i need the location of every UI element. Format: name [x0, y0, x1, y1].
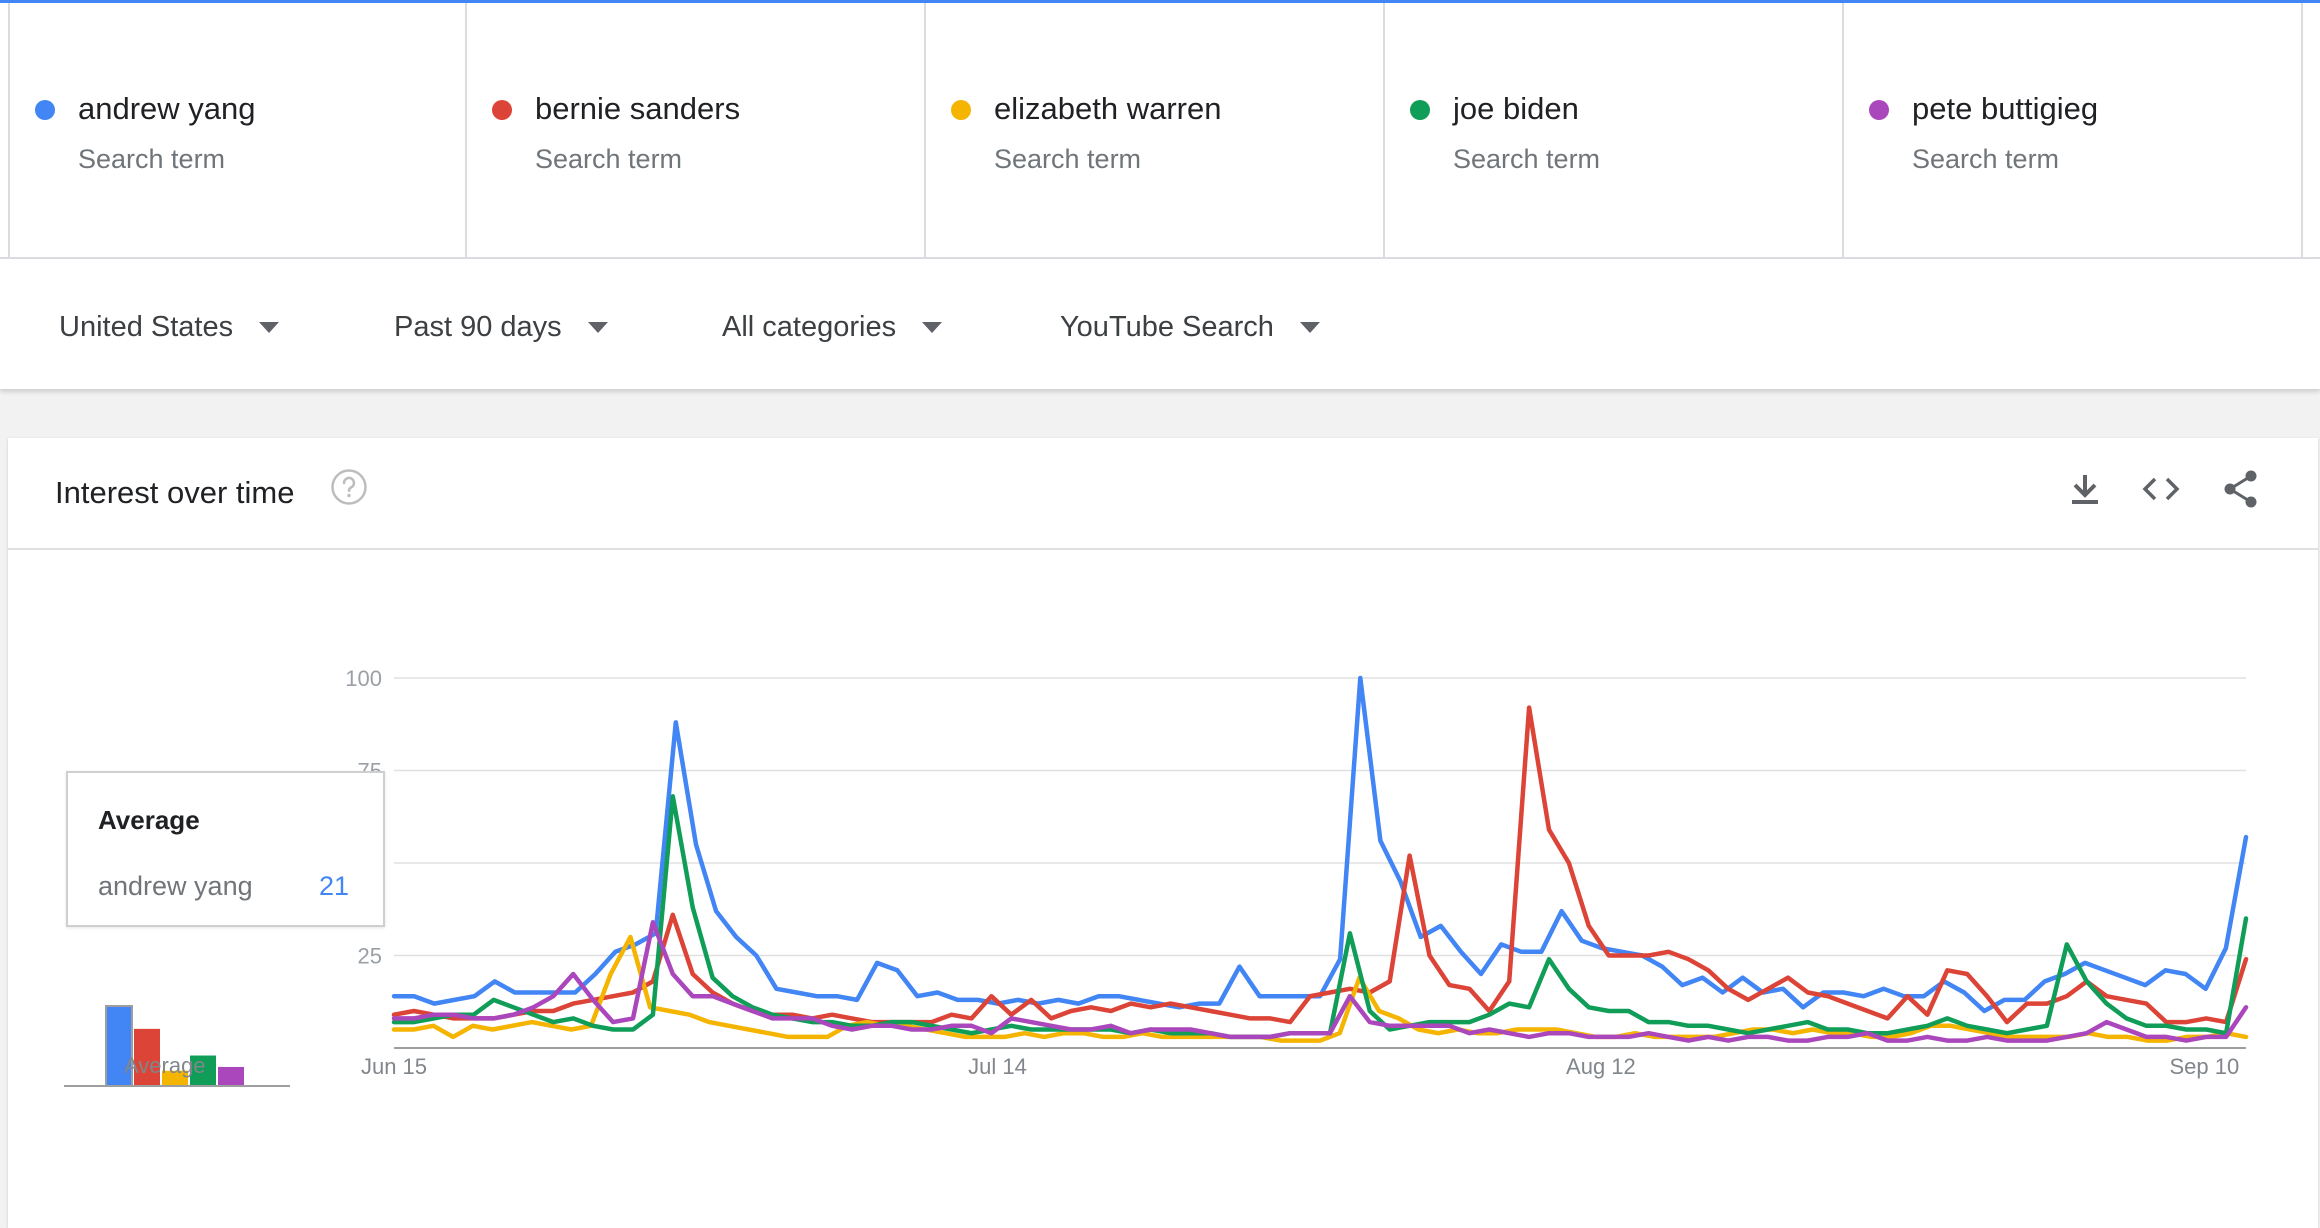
series-line-pete-buttigieg: [391, 919, 2249, 1043]
y-tick-label: 100: [345, 666, 382, 691]
top-accent-bar: [0, 0, 2320, 3]
average-tooltip: Average andrew yang 21: [66, 771, 385, 927]
average-bar-chart: [64, 1005, 290, 1087]
search-property-label: YouTube Search: [1060, 310, 1274, 343]
average-tooltip-title: Average: [98, 805, 200, 835]
term-type: Search term: [994, 144, 1142, 174]
filters-bar: United States Past 90 days All categorie…: [0, 259, 2320, 389]
term-name: elizabeth warren: [994, 91, 1222, 126]
x-tick-label: Jun 15: [361, 1054, 427, 1079]
average-bar-bernie-sanders: [134, 1028, 160, 1086]
average-bar-elizabeth-warren: [162, 1070, 188, 1086]
term-type: Search term: [1453, 144, 1601, 174]
term-color-dot: [951, 100, 971, 120]
compare-terms-bar: andrew yang Search term bernie sanders S…: [0, 3, 2320, 259]
average-axis-label: Average: [124, 1053, 206, 1078]
term-name: bernie sanders: [535, 91, 741, 126]
dropdown-arrow-icon: [1299, 321, 1320, 333]
dropdown-arrow-icon: [587, 321, 608, 333]
x-tick-label: Jul 14: [968, 1054, 1027, 1079]
average-tooltip-value: 21: [318, 871, 349, 901]
share-icon[interactable]: [2220, 468, 2262, 510]
card-title: Interest over time: [55, 475, 295, 510]
term-card-bernie-sanders[interactable]: bernie sanders Search term: [467, 3, 926, 257]
series-line-bernie-sanders: [391, 705, 2249, 1025]
search-property-dropdown[interactable]: YouTube Search: [1060, 307, 1320, 347]
term-type: Search term: [78, 144, 226, 174]
dropdown-arrow-icon: [259, 321, 280, 333]
x-tick-label: Sep 10: [2170, 1054, 2240, 1079]
term-name: pete buttigieg: [1912, 91, 2099, 126]
term-color-dot: [1410, 100, 1430, 120]
term-color-dot: [35, 100, 55, 120]
time-range-dropdown[interactable]: Past 90 days: [394, 307, 608, 347]
region-label: United States: [59, 310, 234, 343]
category-label: All categories: [722, 310, 897, 343]
region-dropdown[interactable]: United States: [59, 307, 280, 347]
term-card-andrew-yang[interactable]: andrew yang Search term: [8, 3, 467, 257]
term-card-joe-biden[interactable]: joe biden Search term: [1385, 3, 1844, 257]
average-bar-joe-biden: [190, 1055, 216, 1086]
y-tick-label: 25: [358, 944, 382, 969]
term-color-dot: [1869, 100, 1889, 120]
download-icon[interactable]: [2064, 468, 2106, 510]
series-line-andrew-yang: [391, 675, 2249, 1014]
term-color-dot: [492, 100, 512, 120]
dropdown-arrow-icon: [922, 321, 943, 333]
category-dropdown[interactable]: All categories: [722, 307, 943, 347]
term-type: Search term: [1912, 144, 2060, 174]
help-icon[interactable]: [330, 468, 368, 506]
term-type: Search term: [535, 144, 683, 174]
average-tooltip-term: andrew yang: [98, 871, 253, 901]
term-name: joe biden: [1453, 91, 1579, 126]
card-header: Interest over time: [8, 438, 2318, 550]
average-bar-pete-buttigieg: [218, 1066, 244, 1086]
term-name: andrew yang: [78, 91, 256, 126]
series-line-elizabeth-warren: [391, 934, 2249, 1043]
term-card-pete-buttigieg[interactable]: pete buttigieg Search term: [1844, 3, 2303, 257]
time-range-label: Past 90 days: [394, 310, 562, 343]
x-tick-label: Aug 12: [1566, 1054, 1636, 1079]
term-card-elizabeth-warren[interactable]: elizabeth warren Search term: [926, 3, 1385, 257]
embed-code-icon[interactable]: [2140, 468, 2182, 510]
